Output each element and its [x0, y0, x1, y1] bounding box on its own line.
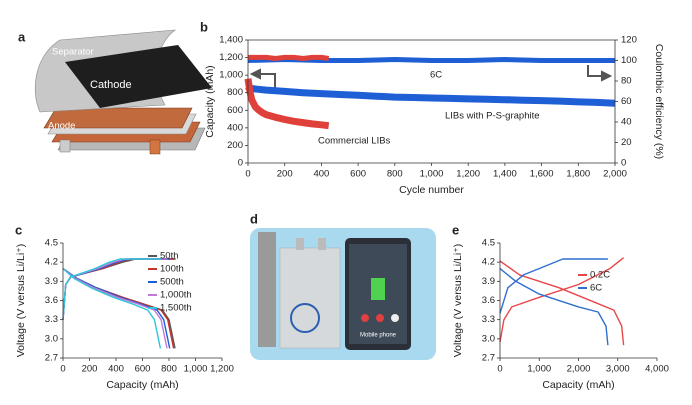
x-tick-label: 600 — [135, 364, 151, 375]
panel-label: b — [200, 19, 208, 34]
y-tick-label: 4.5 — [482, 238, 495, 249]
x-tick-label: 800 — [161, 364, 177, 375]
legend-label: 6C — [590, 283, 602, 294]
series-line — [248, 54, 330, 61]
x-tick-label: 2,000 — [603, 169, 627, 180]
x-tick-label: 0 — [497, 364, 502, 375]
x-tick-label: 4,000 — [645, 364, 669, 375]
x-tick-label: 1,400 — [493, 169, 517, 180]
legend-label: 0.2C — [590, 270, 610, 281]
legend-label: 1,500th — [160, 303, 192, 314]
y-tick-label: 4.5 — [45, 238, 58, 249]
y-tick-label: 1,200 — [219, 52, 243, 63]
x-tick-label: 800 — [387, 169, 403, 180]
legend-label: 500th — [160, 277, 184, 288]
illustration-label: Separator — [52, 47, 94, 58]
x-tick-label: 200 — [277, 169, 293, 180]
panel-label: c — [15, 222, 22, 237]
y-tick-label: 3.9 — [45, 276, 58, 287]
y-tick-label: 3.6 — [45, 295, 58, 306]
x-axis-title: Cycle number — [399, 184, 464, 196]
y2-tick-label: 20 — [621, 137, 632, 148]
photo-label: Mobile phone — [360, 333, 397, 339]
x-tick-label: 1,200 — [456, 169, 480, 180]
y-axis-title: Voltage (V versus Li/Li⁺) — [452, 244, 464, 358]
x-tick-label: 200 — [82, 364, 98, 375]
series-line — [244, 78, 330, 130]
x-tick-label: 2,000 — [567, 364, 591, 375]
y-tick-label: 4.2 — [45, 257, 58, 268]
photo: d Mobile phone — [250, 211, 436, 360]
x-tick-label: 1,200 — [210, 364, 234, 375]
y-tick-label: 1,400 — [219, 35, 243, 46]
y-tick-label: 0 — [238, 158, 243, 169]
y2-axis-title: Coulombic efficiency (%) — [653, 44, 665, 159]
y-tick-label: 4.2 — [482, 257, 495, 268]
series-line — [499, 257, 625, 346]
y-tick-label: 200 — [227, 140, 243, 151]
x-tick-label: 0 — [245, 169, 250, 180]
y-tick-label: 3.0 — [482, 333, 495, 344]
x-tick-label: 400 — [108, 364, 124, 375]
x-tick-label: 400 — [313, 169, 329, 180]
y2-tick-label: 80 — [621, 76, 632, 87]
x-tick-label: 600 — [350, 169, 366, 180]
illustration-label: Cathode — [90, 79, 132, 91]
y2-tick-label: 100 — [621, 55, 637, 66]
y-tick-label: 3.3 — [482, 314, 495, 325]
y-tick-label: 3.0 — [45, 333, 58, 344]
y-axis-title: Capacity (mAh) — [204, 65, 216, 137]
x-axis-title: Capacity (mAh) — [542, 379, 614, 391]
x-tick-label: 1,000 — [527, 364, 551, 375]
panel-label: e — [452, 222, 459, 237]
series-line — [245, 84, 616, 107]
x-tick-label: 1,600 — [530, 169, 554, 180]
legend-label: 50th — [160, 251, 179, 262]
arrows — [249, 65, 613, 88]
y-tick-label: 3.3 — [45, 314, 58, 325]
x-tick-label: 3,000 — [606, 364, 630, 375]
y-tick-label: 400 — [227, 122, 243, 133]
x-tick-label: 1,000 — [184, 364, 208, 375]
legend-label: 100th — [160, 264, 184, 275]
y2-tick-label: 0 — [621, 158, 626, 169]
y2-tick-label: 40 — [621, 117, 632, 128]
y-tick-label: 2.7 — [482, 353, 495, 364]
illustration-label: Anode — [48, 121, 75, 132]
annotation: 6C — [430, 70, 442, 81]
y-tick-label: 2.7 — [45, 353, 58, 364]
y-tick-label: 800 — [227, 87, 243, 98]
x-axis-title: Capacity (mAh) — [106, 379, 178, 391]
legend-label: 1,000th — [160, 290, 192, 301]
cell-illustration: a Separator Cathode Anode — [18, 29, 212, 155]
x-tick-label: 1,800 — [566, 169, 590, 180]
series-line — [62, 258, 168, 349]
series-line — [499, 258, 609, 346]
x-tick-label: 1,000 — [420, 169, 444, 180]
y2-tick-label: 120 — [621, 35, 637, 46]
y-tick-label: 1,000 — [219, 70, 243, 81]
series-label: LIBs with P-S-graphite — [445, 111, 540, 122]
panel-label: a — [18, 29, 26, 44]
y-tick-label: 3.9 — [482, 276, 495, 287]
panel-label: d — [250, 211, 258, 226]
y-axis-title: Voltage (V versus Li/Li⁺) — [15, 244, 27, 358]
y-tick-label: 600 — [227, 105, 243, 116]
series-line — [62, 258, 171, 349]
series-line — [62, 258, 176, 349]
y2-tick-label: 60 — [621, 96, 632, 107]
x-tick-label: 0 — [60, 364, 65, 375]
y-tick-label: 3.6 — [482, 295, 495, 306]
series-line — [62, 258, 162, 349]
series-label: Commercial LIBs — [318, 136, 391, 147]
